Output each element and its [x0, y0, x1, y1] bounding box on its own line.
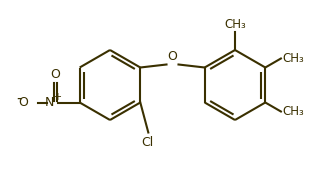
Text: Cl: Cl: [141, 136, 154, 148]
Text: O: O: [18, 96, 28, 109]
Text: N: N: [44, 96, 54, 109]
Text: -: -: [16, 91, 22, 106]
Text: +: +: [53, 92, 61, 101]
Text: CH₃: CH₃: [282, 52, 304, 65]
Text: O: O: [168, 50, 177, 62]
Text: CH₃: CH₃: [282, 105, 304, 118]
Text: O: O: [50, 67, 60, 80]
Text: CH₃: CH₃: [224, 18, 246, 31]
